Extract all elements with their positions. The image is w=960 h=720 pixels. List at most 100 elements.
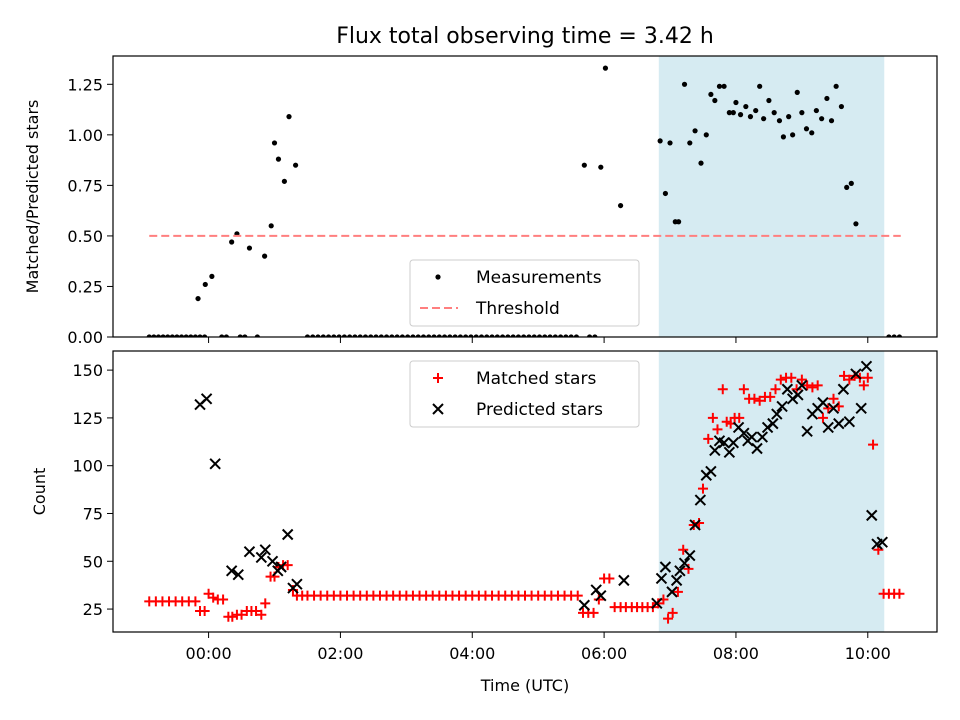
matched-star-point bbox=[802, 380, 813, 391]
legend-label: Measurements bbox=[476, 268, 602, 288]
y-tick-label: 1.25 bbox=[67, 75, 103, 94]
y-tick-label: 50 bbox=[83, 552, 103, 571]
series-measurements bbox=[146, 0, 903, 337]
matched-star-point bbox=[672, 586, 683, 597]
predicted-star-point bbox=[776, 400, 788, 413]
predicted-star-point bbox=[843, 416, 856, 428]
predicted-star-point bbox=[266, 555, 279, 567]
matched-star-point bbox=[754, 395, 765, 406]
predicted-star-point bbox=[666, 586, 678, 598]
measurement-point bbox=[242, 334, 248, 337]
matched-star-point bbox=[678, 544, 689, 555]
measurement-point bbox=[761, 116, 767, 122]
predicted-star-point bbox=[618, 574, 630, 587]
measurement-point bbox=[286, 114, 292, 120]
legend-label: Matched stars bbox=[476, 369, 596, 389]
measurement-point bbox=[195, 295, 201, 302]
measurement-point bbox=[730, 110, 736, 116]
predicted-star-point bbox=[684, 549, 696, 562]
matched-star-point bbox=[707, 412, 718, 423]
measurement-point bbox=[721, 83, 727, 89]
measurement-point bbox=[828, 118, 835, 124]
measurement-point bbox=[786, 114, 792, 120]
legend: Matched stars Predicted stars bbox=[409, 360, 640, 428]
measurement-point bbox=[581, 162, 587, 168]
legend: Measurements Threshold bbox=[409, 259, 640, 327]
measurement-point bbox=[873, 0, 878, 3]
measurement-point bbox=[515, 334, 522, 337]
measurement-point bbox=[891, 334, 897, 337]
measurement-point bbox=[809, 130, 815, 136]
legend-label: Predicted stars bbox=[476, 400, 603, 420]
measurement-point bbox=[675, 219, 682, 225]
predicted-star-point bbox=[255, 551, 268, 564]
matched-star-point bbox=[817, 412, 828, 423]
matched-star-point bbox=[858, 380, 869, 391]
predicted-star-point bbox=[801, 425, 813, 437]
measurement-point bbox=[766, 97, 772, 104]
measurement-point bbox=[794, 89, 800, 95]
predicted-star-point bbox=[781, 383, 794, 395]
y-tick-label: 75 bbox=[83, 504, 103, 523]
measurement-point bbox=[869, 0, 874, 3]
measurement-point bbox=[587, 334, 593, 337]
predicted-star-point bbox=[291, 578, 303, 590]
predicted-star-point bbox=[761, 421, 774, 434]
predicted-star-point bbox=[833, 417, 845, 430]
matched-star-point bbox=[770, 384, 781, 395]
predicted-star-point bbox=[822, 421, 834, 434]
measurement-point bbox=[833, 83, 839, 89]
measurement-point bbox=[378, 334, 384, 337]
measurement-point bbox=[813, 107, 819, 114]
measurement-point bbox=[743, 103, 749, 110]
measurement-point bbox=[341, 334, 347, 337]
measurement-point bbox=[160, 334, 166, 337]
matched-star-point bbox=[218, 594, 229, 605]
measurement-point bbox=[468, 334, 474, 337]
predicted-star-point bbox=[727, 437, 740, 449]
measurement-point bbox=[819, 116, 825, 122]
predicted-star-point bbox=[655, 572, 668, 585]
measurement-point bbox=[331, 334, 337, 337]
measurement-point bbox=[505, 334, 511, 337]
measurement-point bbox=[494, 334, 500, 337]
measurement-point bbox=[197, 334, 203, 337]
matched-star-point bbox=[765, 391, 776, 402]
matched-star-point bbox=[738, 384, 749, 395]
measurement-point bbox=[219, 334, 225, 337]
measurement-point bbox=[292, 162, 299, 168]
predicted-star-point bbox=[678, 557, 691, 569]
measurement-point bbox=[246, 245, 253, 251]
measurement-point bbox=[352, 334, 358, 337]
predicted-star-point bbox=[259, 544, 271, 556]
measurement-point bbox=[452, 334, 458, 337]
predicted-star-point bbox=[817, 396, 829, 409]
predicted-star-point bbox=[659, 561, 672, 573]
measurement-point bbox=[536, 334, 543, 337]
measurement-point bbox=[155, 334, 162, 337]
measurement-point bbox=[310, 334, 316, 337]
predicted-star-point bbox=[275, 561, 287, 573]
measurement-point bbox=[776, 118, 783, 124]
predicted-star-point bbox=[281, 528, 294, 541]
predicted-star-point bbox=[751, 442, 763, 455]
measurement-point bbox=[771, 110, 777, 116]
measurement-point bbox=[878, 0, 883, 3]
measurement-point bbox=[268, 223, 274, 229]
legend-swatch bbox=[433, 373, 443, 383]
predicted-star-point bbox=[200, 393, 213, 405]
measurement-point bbox=[542, 334, 548, 337]
measurement-point bbox=[681, 81, 688, 87]
y-axis-label: Matched/Predicted stars bbox=[23, 100, 42, 294]
measurement-point bbox=[592, 334, 598, 337]
predicted-star-point bbox=[578, 599, 591, 611]
matched-star-point bbox=[734, 412, 745, 423]
predicted-star-point bbox=[705, 465, 717, 478]
measurement-point bbox=[531, 334, 537, 337]
measurement-point bbox=[262, 253, 268, 259]
measurement-point bbox=[441, 334, 448, 337]
measurement-point bbox=[426, 334, 432, 337]
measurement-point bbox=[192, 334, 198, 337]
matched-star-point bbox=[862, 372, 873, 383]
predicted-star-point bbox=[670, 574, 683, 587]
